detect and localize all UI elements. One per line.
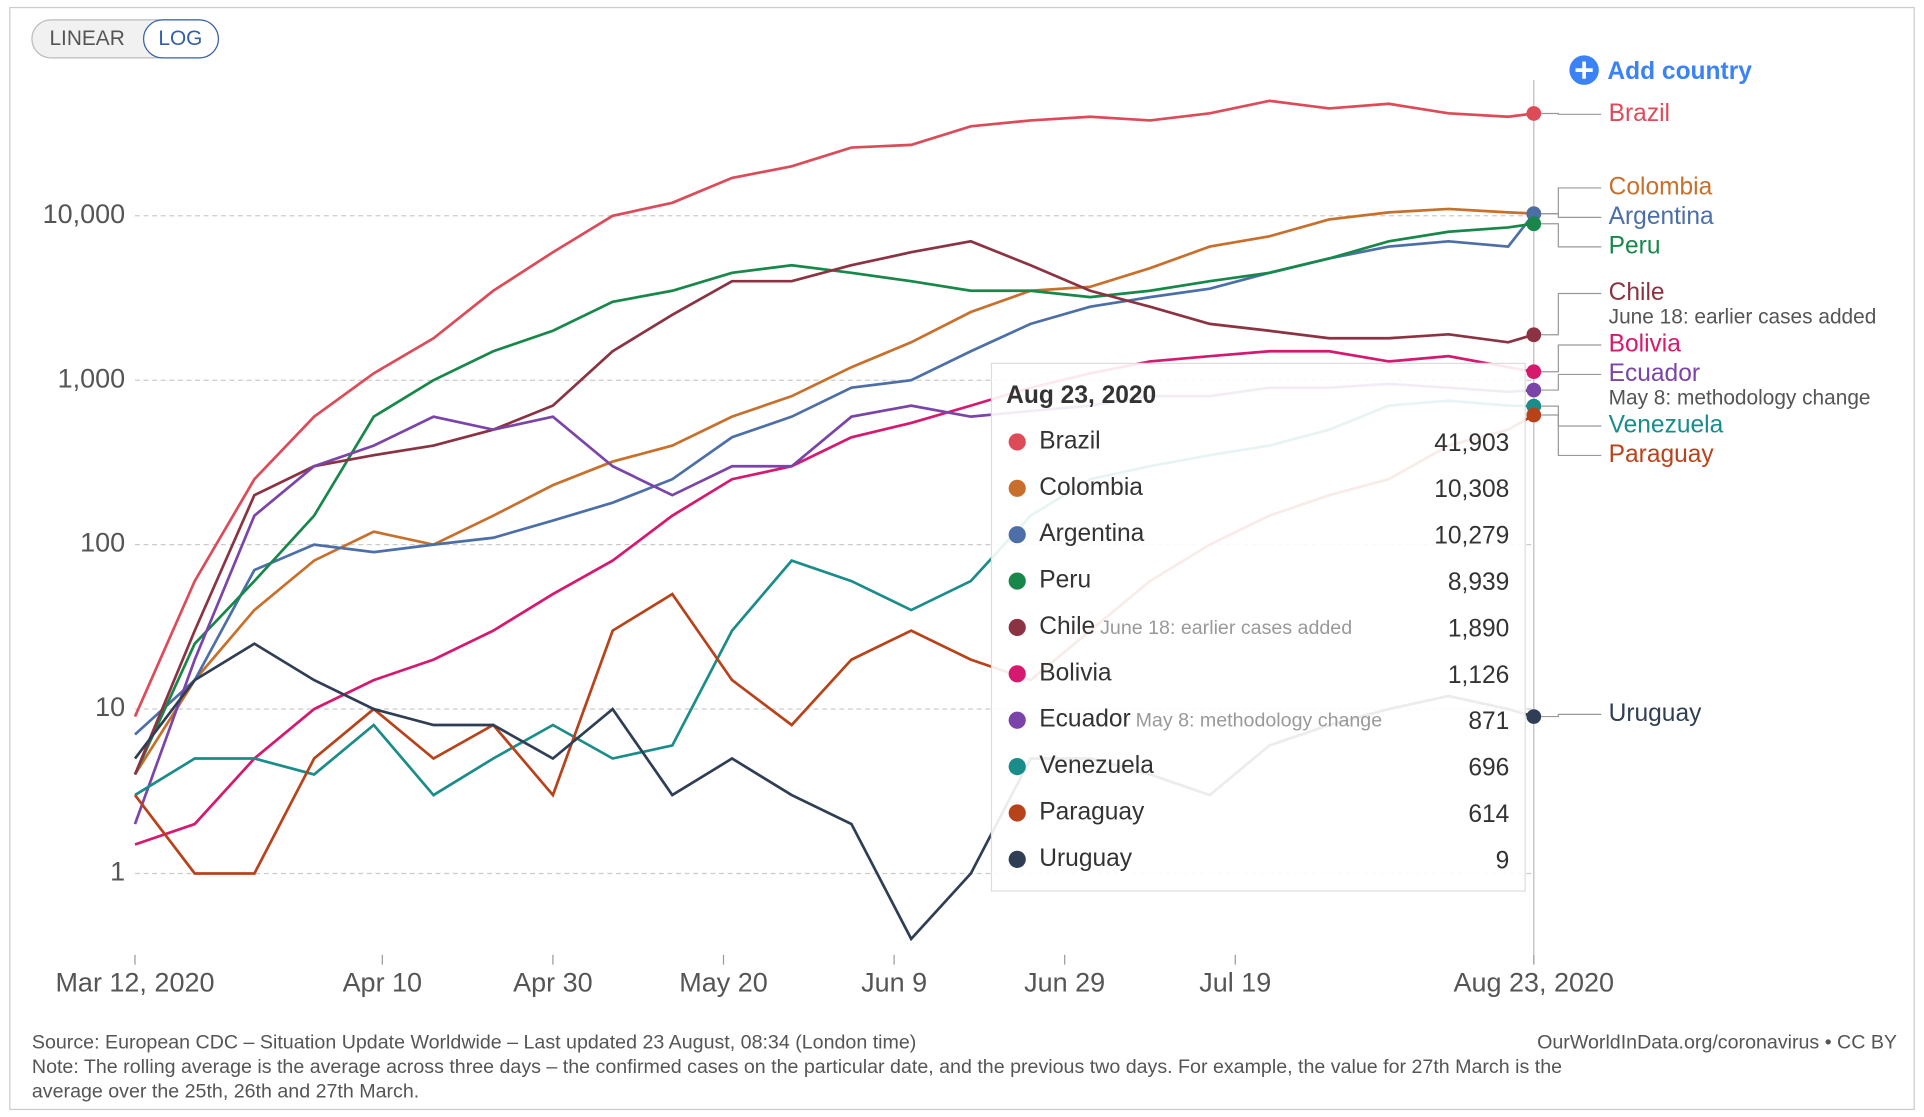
label-connector — [1541, 414, 1602, 457]
tooltip-annotation: June 18: earlier cases added — [1100, 617, 1352, 639]
x-tick-label: Jun 9 — [861, 967, 927, 997]
plot: 1 10 100 1,000 10,000 Mar 12, 2020 Apr 10 Apr 3… — [43, 79, 1877, 997]
series-label: Chile — [1609, 279, 1665, 306]
source: Source: European CDC – Situation Update … — [32, 1031, 916, 1053]
tooltip-annotation: May 8: methodology change — [1136, 710, 1383, 732]
linear-button[interactable]: LINEAR — [49, 27, 124, 50]
label-connector — [1541, 344, 1602, 373]
series-line — [133, 239, 1535, 775]
x-tick-label: Aug 23, 2020 — [1454, 967, 1615, 997]
tooltip-value: 10,308 — [1434, 476, 1509, 503]
note: Note: The rolling average is the average… — [32, 1056, 1562, 1078]
tooltip-name: Brazil — [1039, 427, 1100, 454]
tooltip-dot — [1008, 572, 1026, 590]
series-label: Uruguay — [1609, 700, 1702, 727]
label-connector — [1541, 713, 1602, 718]
series-label: Peru — [1609, 232, 1661, 259]
x-tick-label: Apr 30 — [513, 967, 593, 997]
tooltip-dot — [1008, 618, 1026, 637]
tooltip-name: Colombia — [1039, 474, 1143, 501]
tooltip-dot — [1008, 850, 1026, 868]
label-connector — [1541, 373, 1602, 391]
label-connector — [1541, 213, 1602, 218]
tooltip-dot — [1008, 433, 1026, 451]
tooltip-value: 871 — [1468, 708, 1509, 735]
x-tick-label: Jun 29 — [1024, 967, 1105, 997]
y-tick-label: 1,000 — [58, 363, 126, 393]
tooltip-name: Argentina — [1039, 520, 1144, 547]
tooltip-value: 41,903 — [1434, 430, 1509, 457]
series-annotation: May 8: methodology change — [1609, 386, 1871, 409]
series-label: Paraguay — [1609, 441, 1715, 468]
tooltip-dot — [1008, 711, 1026, 729]
tooltip-value: 1,126 — [1448, 662, 1509, 689]
label-connector — [1541, 187, 1602, 215]
tooltip-name: Bolivia — [1039, 659, 1112, 686]
x-tick-label: May 20 — [679, 967, 768, 997]
x-tick-label: Jul 19 — [1199, 967, 1271, 997]
x-tick-label: Apr 10 — [343, 967, 423, 997]
x-tick-label: Mar 12, 2020 — [55, 967, 214, 997]
series-line — [134, 349, 1535, 846]
tooltip-value: 9 — [1496, 847, 1510, 874]
series-line — [133, 99, 1534, 718]
tooltip-dot — [1008, 758, 1026, 776]
note: average over the 25th, 26th and 27th Mar… — [32, 1080, 419, 1102]
series-line — [133, 207, 1534, 776]
end-marker — [1526, 364, 1542, 380]
series-label: Ecuador — [1609, 360, 1700, 387]
tooltip-name: Peru — [1039, 567, 1091, 594]
end-marker — [1526, 382, 1542, 398]
end-marker — [1526, 709, 1542, 724]
tooltip-value: 8,939 — [1448, 569, 1509, 596]
tooltip-dot — [1008, 479, 1026, 497]
tooltip-dot — [1008, 665, 1026, 683]
frame — [9, 6, 1915, 1111]
tooltip-name: Uruguay — [1039, 845, 1132, 872]
label-connector — [1541, 292, 1602, 336]
tooltip-value: 10,279 — [1434, 523, 1509, 550]
series-label: Bolivia — [1609, 330, 1682, 357]
end-marker — [1526, 216, 1542, 232]
tooltip-dot — [1008, 526, 1026, 544]
series-label: Brazil — [1609, 100, 1670, 127]
tooltip — [990, 362, 1526, 892]
tooltip-date: Aug 23, 2020 — [1006, 382, 1156, 409]
tooltip-value: 1,890 — [1448, 615, 1509, 642]
tooltip-name: Paraguay — [1039, 798, 1145, 825]
end-marker — [1526, 106, 1542, 121]
tooltip-value: 614 — [1468, 801, 1509, 828]
add-plus[interactable] — [1575, 61, 1593, 79]
end-marker — [1526, 407, 1542, 423]
add-country[interactable]: Add country — [1569, 55, 1752, 85]
label-connector — [1541, 405, 1602, 427]
tooltip-dot — [1008, 804, 1026, 822]
tooltip-name: Venezuela — [1039, 752, 1154, 779]
y-tick-label: 10,000 — [43, 199, 126, 229]
label-connector — [1541, 112, 1602, 115]
tooltip-name: Ecuador — [1039, 706, 1130, 733]
series-label: Venezuela — [1609, 411, 1724, 438]
end-marker — [1526, 327, 1542, 343]
tooltip-value: 696 — [1468, 755, 1509, 782]
series-annotation: June 18: earlier cases added — [1609, 306, 1877, 329]
series-label: Colombia — [1609, 173, 1713, 200]
log-button[interactable]: LOG — [158, 27, 202, 50]
credit: OurWorldInData.org/coronavirus • CC BY — [1537, 1031, 1897, 1053]
add-country-label[interactable]: Add country — [1607, 58, 1752, 85]
tooltip-name: Chile — [1039, 613, 1095, 640]
series-label: Argentina — [1609, 203, 1714, 230]
series-line — [133, 222, 1534, 776]
y-tick-label: 100 — [80, 528, 125, 558]
log-button-bg[interactable] — [142, 19, 220, 59]
label-connector — [1541, 223, 1602, 248]
y-tick-label: 10 — [95, 692, 125, 722]
y-tick-label: 1 — [110, 857, 125, 887]
